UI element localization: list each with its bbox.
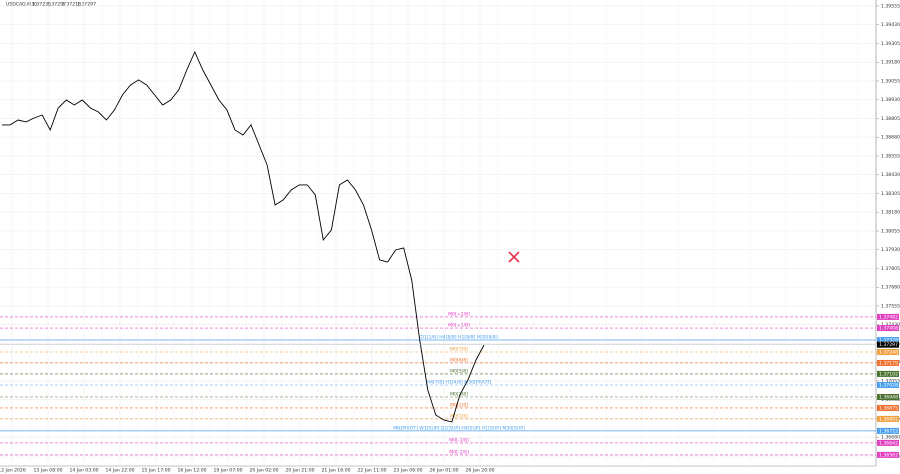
level-label: H4[7/8] H1[4/8] M30[PIVOT] xyxy=(427,380,492,386)
price-tag-text: 1.37028 xyxy=(879,383,898,389)
price-tag-text: 1.36802 xyxy=(879,416,898,422)
level-label: MN[PIVOT] W1[SUP] D1[SUP] H4[SUP] H1[SUP… xyxy=(393,425,525,431)
y-tick-label: 1.39180 xyxy=(881,60,900,66)
x-tick-label: 13 Jan 08:00 xyxy=(33,468,62,474)
price-tag xyxy=(877,427,899,434)
y-tick-label: 1.37555 xyxy=(881,303,900,309)
y-tick-label: 1.37680 xyxy=(881,285,900,291)
x-tick-label: 16 Jan 12:00 xyxy=(177,468,206,474)
quote-value: 1.37297 xyxy=(77,2,96,8)
y-tick-label: 1.38180 xyxy=(881,210,900,216)
price-tag-text: 1.37328 xyxy=(879,338,898,344)
x-tick-label: 14 Jan 22:00 xyxy=(105,468,134,474)
price-tag-text: 1.37408 xyxy=(879,326,898,332)
price-tag xyxy=(877,337,899,344)
x-tick-label: 20 Jan 02:00 xyxy=(249,468,278,474)
y-tick-label: 1.38555 xyxy=(881,153,900,159)
level-label: M0[5/8] xyxy=(450,368,468,374)
x-tick-label: 21 Jan 16:00 xyxy=(321,468,350,474)
level-label: M0[2/8] xyxy=(450,402,468,408)
level-label: M0[6/8] xyxy=(450,357,468,363)
price-tag xyxy=(877,382,899,389)
price-tag xyxy=(877,451,899,458)
y-tick-label: 1.39305 xyxy=(881,41,900,47)
last-price-tag xyxy=(877,341,899,348)
price-tag xyxy=(877,404,899,411)
price-tag xyxy=(877,349,899,356)
price-line xyxy=(2,50,485,423)
price-tag xyxy=(877,415,899,422)
price-tag xyxy=(877,439,899,446)
y-tick-label: 1.37055 xyxy=(881,378,900,384)
price-tag-text: 1.37175 xyxy=(879,360,898,366)
y-tick-label: 1.38430 xyxy=(881,172,900,178)
y-tick-label: 1.37805 xyxy=(881,266,900,272)
level-label: M0[1/8] xyxy=(450,413,468,419)
x-tick-label: 22 Jan 11:00 xyxy=(357,468,386,474)
y-tick-label: 1.38305 xyxy=(881,191,900,197)
price-tag-text: 1.36875 xyxy=(879,405,898,411)
quote-value: 1.37297 xyxy=(47,2,66,8)
x-tick-label: 26 Jan 20:00 xyxy=(465,468,494,474)
y-tick-label: 1.39430 xyxy=(881,22,900,28)
level-label: M0[-2/8] xyxy=(449,449,469,455)
price-tag xyxy=(877,325,899,332)
price-tag xyxy=(877,359,899,366)
chart-title: USDCAD,M30 xyxy=(6,2,37,8)
x-tick-label: 14 Jan 03:00 xyxy=(69,468,98,474)
price-tag-text: 1.37482 xyxy=(879,314,898,320)
quote-value: 1.37235 xyxy=(32,2,51,8)
price-tag xyxy=(877,313,899,320)
price-tag-text: 1.37248 xyxy=(879,350,898,356)
quote-value: 1.37218 xyxy=(62,2,81,8)
price-tag-text: 1.36562 xyxy=(879,452,898,458)
level-label: M0[3/8] xyxy=(450,392,468,398)
price-tag-text: 1.36948 xyxy=(879,395,898,401)
y-tick-label: 1.38680 xyxy=(881,135,900,141)
level-label: D1[1/8] H4[8/8] H1[8/8] M30[8/8] xyxy=(420,335,498,341)
y-tick-label: 1.37930 xyxy=(881,247,900,253)
y-tick-label: 1.36680 xyxy=(881,435,900,441)
price-tag-text: 1.37102 xyxy=(879,371,898,377)
x-tick-label: 12 Jan 2026 xyxy=(0,468,26,474)
x-tick-label: 20 Jan 21:00 xyxy=(285,468,314,474)
level-label: M0[+1/8] xyxy=(448,323,470,329)
level-label: M0[7/8] xyxy=(450,347,468,353)
y-tick-label: 1.38055 xyxy=(881,228,900,234)
y-tick-label: 1.39055 xyxy=(881,78,900,84)
close-icon xyxy=(508,251,520,263)
y-tick-label: 1.38930 xyxy=(881,97,900,103)
price-tag xyxy=(877,370,899,377)
x-tick-label: 23 Jan 06:00 xyxy=(393,468,422,474)
x-tick-label: 15 Jan 17:00 xyxy=(141,468,170,474)
x-tick-label: 26 Jan 01:00 xyxy=(429,468,458,474)
last-price-text: 1.37297 xyxy=(879,342,898,348)
level-label: M0[-1/8] xyxy=(449,437,469,443)
y-tick-label: 1.36930 xyxy=(881,397,900,403)
price-tag-text: 1.36642 xyxy=(879,440,898,446)
x-tick-label: 19 Jan 07:00 xyxy=(213,468,242,474)
level-label: M0[+2/8] xyxy=(448,311,470,317)
y-tick-label: 1.38805 xyxy=(881,116,900,122)
price-tag-text: 1.36722 xyxy=(879,428,898,434)
y-tick-label: 1.39555 xyxy=(881,3,900,9)
price-tag xyxy=(877,394,899,401)
